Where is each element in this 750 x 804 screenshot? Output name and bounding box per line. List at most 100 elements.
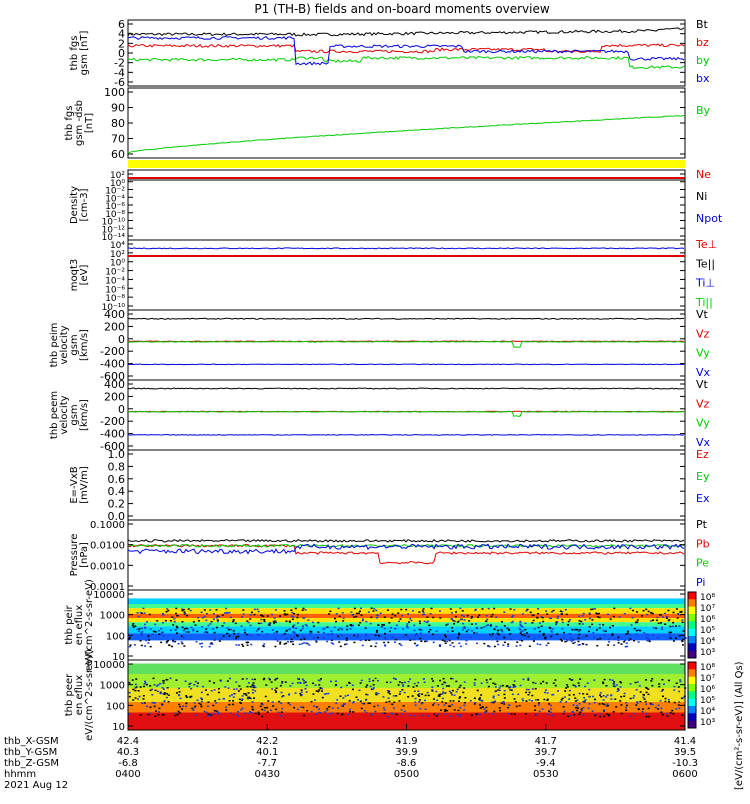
peer-speck — [661, 695, 664, 698]
peir-speck — [536, 616, 539, 619]
peir-speck — [533, 637, 536, 640]
peir-speck — [470, 617, 473, 619]
peir-speck — [661, 616, 664, 618]
peir-speck — [425, 640, 428, 643]
peir-speck — [526, 608, 529, 611]
peer-speck — [458, 697, 461, 699]
peir-speck — [262, 645, 265, 648]
peir-speck — [292, 626, 295, 629]
peer-speck — [532, 681, 535, 684]
peer-speck — [602, 682, 605, 685]
peer-speck — [280, 715, 283, 717]
peer-speck — [662, 683, 665, 685]
peir-speck — [305, 642, 308, 644]
peer-speck — [578, 684, 581, 687]
peir-speck — [487, 624, 490, 626]
efield-ylabel-line: [mV/m] — [79, 466, 90, 504]
colorbar-segment — [688, 691, 696, 700]
peer-speck — [413, 682, 416, 685]
peer-speck — [218, 712, 221, 714]
peer-speck — [493, 700, 496, 703]
peir-speck — [350, 611, 353, 613]
peer-speck — [365, 693, 368, 696]
peer-speck — [548, 710, 551, 712]
peir-speck — [279, 641, 282, 643]
peir-speck — [357, 633, 360, 636]
peer-speck — [372, 684, 375, 686]
peir-speck — [520, 631, 523, 633]
peir-speck — [144, 627, 147, 630]
peer-speck — [139, 714, 142, 716]
peer-speck — [458, 686, 461, 689]
peir-speck — [253, 608, 256, 611]
peer-speck — [667, 698, 670, 701]
x-row-label: thb_Z-GSM — [4, 758, 59, 769]
peir-speck — [571, 639, 574, 641]
peer-speck — [271, 688, 274, 690]
pressure-series-Pt — [127, 539, 685, 543]
peir-speck — [165, 640, 168, 643]
peir-speck — [288, 628, 291, 631]
peir-speck — [539, 643, 542, 646]
peer-speck — [319, 711, 322, 714]
peir-speck — [216, 619, 219, 621]
density-tick-label: 10⁻⁴ — [105, 194, 125, 204]
peer-speck — [359, 700, 362, 703]
peir-speck — [445, 636, 448, 638]
peer-speck — [284, 681, 287, 683]
peir-speck — [256, 633, 259, 636]
peir-speck — [322, 628, 325, 630]
peim-legend: Vy — [696, 347, 710, 360]
peir-speck — [345, 637, 348, 640]
peir-speck — [623, 613, 626, 615]
peir-speck — [291, 611, 294, 614]
peir-speck — [273, 617, 276, 619]
peer-speck — [605, 685, 608, 687]
peer-speck — [149, 706, 152, 709]
peer-speck — [500, 702, 503, 704]
fgs-tick-label: 0 — [118, 47, 125, 60]
peer-speck — [427, 694, 430, 697]
peir-speck — [301, 627, 304, 630]
peim-series-Vy — [128, 340, 684, 348]
peer-speck — [372, 687, 375, 689]
peer-speck — [566, 684, 569, 686]
peer-speck — [162, 692, 165, 695]
peer-speck — [464, 696, 467, 699]
temp-legend: Te⊥ — [695, 238, 717, 251]
peir-speck — [388, 630, 391, 633]
peir-speck — [435, 630, 438, 633]
peer-speck — [217, 691, 220, 694]
peer-speck — [509, 686, 512, 688]
peer-speck — [227, 687, 230, 689]
peir-speck — [261, 630, 264, 633]
peir-speck — [221, 614, 224, 616]
peir-speck — [626, 645, 629, 648]
peer-speck — [463, 687, 466, 689]
peir-speck — [635, 629, 638, 632]
peir-speck — [420, 629, 423, 631]
peir-speck — [379, 612, 382, 615]
peir-speck — [272, 620, 275, 623]
peer-speck — [376, 679, 379, 682]
peer-speck — [548, 703, 551, 705]
peer-speck — [424, 708, 427, 710]
peir-speck — [189, 609, 192, 612]
peir-speck — [396, 638, 399, 640]
peir-speck — [315, 640, 318, 642]
peer-speck — [162, 713, 165, 716]
efield-ylabel: E=-VxB [mV/m] — [69, 466, 90, 504]
peer-speck — [243, 712, 246, 714]
peer-speck — [146, 705, 149, 708]
peir-band — [128, 633, 685, 641]
peer-speck — [473, 684, 476, 686]
peir-speck — [273, 632, 276, 635]
peim-legend: Vz — [696, 327, 710, 340]
peer-speck — [619, 686, 622, 688]
peer-speck — [479, 697, 482, 699]
peir-speck — [500, 629, 503, 631]
peir-speck — [386, 609, 389, 611]
peir-speck — [225, 607, 228, 610]
peir-speck — [511, 616, 514, 618]
peir-speck — [145, 621, 148, 623]
